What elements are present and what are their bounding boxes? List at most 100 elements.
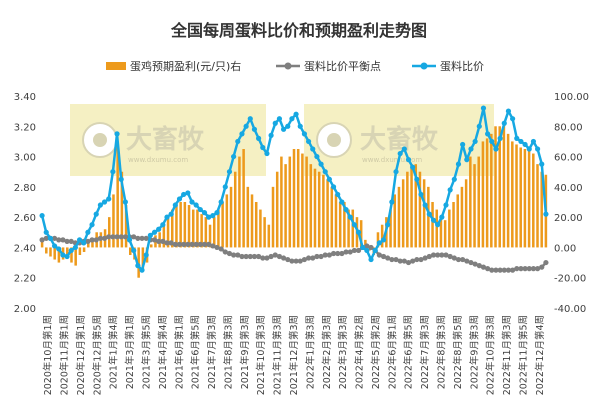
balance-point <box>235 252 241 258</box>
x-tick-label: 2021年10月第3周 <box>255 315 267 395</box>
ratio-point <box>418 191 424 198</box>
ratio-point <box>489 138 495 145</box>
y-left-tick-label: 3.00 <box>14 153 36 164</box>
ratio-point <box>210 213 216 219</box>
ratio-point <box>330 184 337 190</box>
balance-point <box>335 250 341 257</box>
profit-bar <box>196 209 199 248</box>
profit-bar <box>284 164 287 248</box>
legend-balance-label: 蛋料比价平衡点 <box>304 59 381 73</box>
balance-point <box>176 241 183 247</box>
profit-bar <box>82 247 86 252</box>
balance-point <box>534 266 541 272</box>
ratio-point <box>480 105 487 111</box>
profit-bar <box>523 149 527 248</box>
x-tick-label: 2021年8月第3周 <box>223 315 235 389</box>
balance-point <box>106 234 112 240</box>
profit-bar <box>338 202 342 248</box>
balance-point <box>385 255 391 261</box>
ratio-point <box>301 131 308 137</box>
ratio-point <box>226 169 233 175</box>
balance-point <box>239 253 245 260</box>
x-tick-label: 2022年9月第3周 <box>468 315 480 389</box>
balance-point <box>326 252 332 258</box>
profit-bar <box>70 247 73 263</box>
profit-bar <box>208 224 212 248</box>
ratio-point <box>85 229 91 235</box>
ratio-point <box>314 153 320 160</box>
profit-bar <box>393 194 397 248</box>
y-left-tick-label: 2.20 <box>14 274 36 285</box>
profit-bar <box>330 186 334 248</box>
x-tick-label: 2022年11月第5周 <box>517 315 529 395</box>
profit-bar <box>427 186 430 248</box>
profit-bar <box>162 224 166 248</box>
balance-point <box>160 238 166 244</box>
balance-point <box>493 267 499 273</box>
profit-bar <box>515 144 518 248</box>
balance-point <box>455 256 462 263</box>
ratio-point <box>39 213 45 219</box>
balance-point <box>422 255 428 261</box>
profit-bar <box>149 244 153 248</box>
profit-bar <box>166 217 170 248</box>
ratio-point <box>164 214 170 220</box>
ratio-point <box>247 116 253 122</box>
profit-bar <box>422 179 426 248</box>
ratio-point <box>493 146 499 152</box>
balance-point <box>101 235 108 241</box>
balance-point <box>318 253 324 260</box>
balance-point <box>247 253 253 260</box>
profit-bar <box>494 126 497 248</box>
profit-bar <box>78 247 82 255</box>
ratio-point <box>131 247 137 254</box>
profit-bar <box>519 147 522 248</box>
balance-point <box>393 256 399 263</box>
y-right-tick-label: 0.00 <box>554 243 576 254</box>
profit-bar <box>506 133 510 248</box>
balance-point <box>410 258 416 264</box>
balance-point <box>322 252 328 258</box>
balance-point <box>268 253 274 260</box>
profit-bar <box>439 217 443 248</box>
balance-point <box>297 258 303 264</box>
legend-ratio-marker <box>420 62 428 70</box>
profit-bar <box>305 156 308 248</box>
profit-bar <box>309 164 313 248</box>
profit-bar <box>108 217 111 248</box>
profit-bar <box>456 194 459 248</box>
balance-point <box>368 244 374 251</box>
profit-bar <box>406 171 409 248</box>
legend-bar-label: 蛋鸡预期盈利(元/只)右 <box>130 59 241 73</box>
balance-point <box>376 252 382 258</box>
ratio-point <box>47 235 54 241</box>
balance-point <box>214 244 220 251</box>
profit-bar <box>498 126 501 248</box>
ratio-point <box>43 229 49 235</box>
balance-point <box>172 241 178 247</box>
profit-bar <box>418 171 422 248</box>
ratio-point <box>185 190 191 196</box>
balance-point <box>443 252 449 258</box>
x-tick-label: 2022年11月第3周 <box>501 315 513 395</box>
y-right-tick-label: 60.00 <box>554 153 583 164</box>
balance-point <box>189 241 195 247</box>
balance-point <box>305 255 312 261</box>
ratio-point <box>106 196 112 202</box>
ratio-point <box>101 199 108 205</box>
balance-point <box>231 252 237 258</box>
balance-point <box>505 267 512 273</box>
ratio-point <box>347 214 353 220</box>
balance-point <box>185 241 191 247</box>
ratio-point <box>501 120 507 126</box>
balance-point <box>414 256 420 263</box>
balance-point <box>476 263 482 269</box>
balance-point <box>489 267 495 273</box>
profit-bar <box>322 174 325 248</box>
profit-bar <box>410 164 413 248</box>
profit-bar <box>217 209 220 248</box>
y-right-tick-label: 80.00 <box>554 122 583 133</box>
profit-bar <box>120 171 124 248</box>
profit-bar <box>57 247 61 263</box>
balance-point <box>60 237 66 243</box>
